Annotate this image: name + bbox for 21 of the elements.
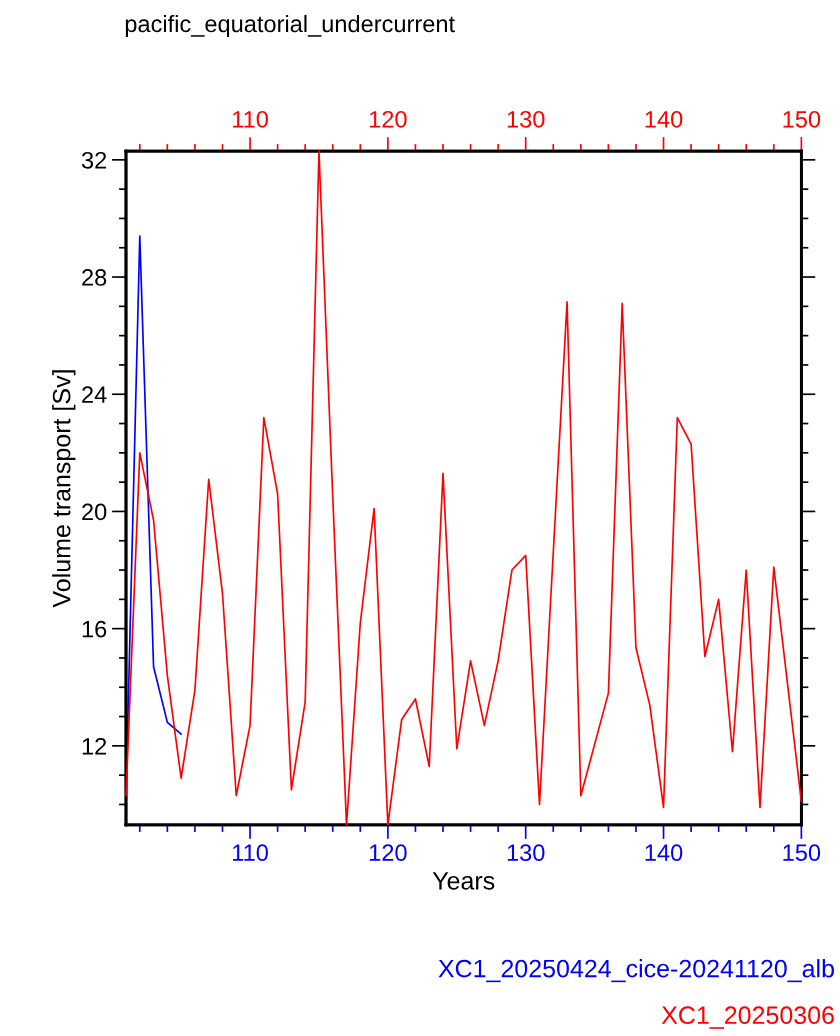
x2-tick-label: 120 [369,110,407,128]
x2-tick-label: 140 [645,110,683,128]
chart-title: pacific_equatorial_undercurrent [125,14,455,37]
x-tick-label: 140 [645,844,683,862]
x-tick-label: 130 [507,844,545,862]
y-axis-title: Volume transport [Sv] [52,370,76,608]
y-tick-label: 32 [81,151,107,169]
text: XC1_20250424_cice-20241120_alb [438,959,834,983]
text: XC1_20250306 [661,1006,834,1029]
y-tick-label: 28 [82,269,107,286]
x2-tick-label: 150 [783,110,821,128]
y-tick-label: 20 [82,503,107,521]
y-tick-label: 12 [82,737,107,755]
y-tick-label: 16 [82,620,107,638]
x-axis-title: Years [432,872,495,890]
x-tick-label: 120 [369,844,407,862]
x-tick-label: 150 [783,844,821,862]
x2-tick-label: 130 [507,110,545,128]
y-tick-label: 24 [82,386,107,403]
x2-tick-label: 110 [233,110,268,128]
x-tick-label: 110 [233,844,268,862]
